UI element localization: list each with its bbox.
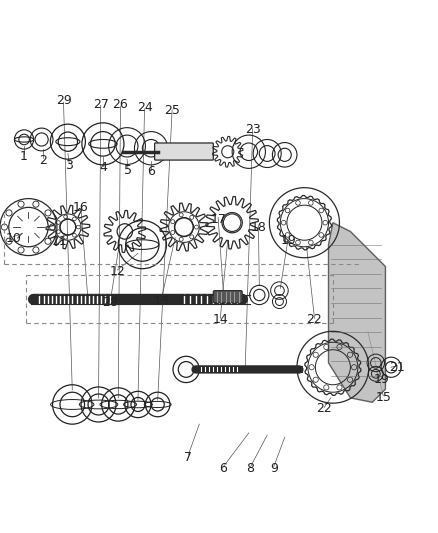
Text: 11: 11 [52, 236, 67, 248]
Text: 5: 5 [124, 164, 132, 176]
Text: 18: 18 [251, 221, 266, 233]
Text: 21: 21 [389, 361, 405, 374]
Text: 17: 17 [210, 213, 226, 225]
Text: 23: 23 [245, 123, 261, 136]
Text: 27: 27 [93, 98, 109, 111]
Text: 7: 7 [184, 450, 192, 464]
Text: 19: 19 [374, 373, 390, 386]
Text: 22: 22 [316, 402, 332, 415]
Text: 9: 9 [270, 462, 278, 475]
Text: 29: 29 [56, 94, 71, 108]
Text: 26: 26 [113, 99, 128, 111]
Text: 12: 12 [110, 265, 125, 278]
Text: 19: 19 [280, 233, 296, 247]
Text: 22: 22 [307, 313, 322, 326]
Text: 6: 6 [219, 462, 227, 475]
Text: 13: 13 [153, 295, 169, 308]
Text: 28: 28 [102, 296, 118, 309]
Text: 1: 1 [20, 150, 28, 164]
Text: 8: 8 [247, 462, 254, 475]
Text: 14: 14 [212, 313, 228, 326]
PathPatch shape [328, 223, 385, 402]
Text: 3: 3 [65, 159, 73, 172]
Text: 15: 15 [375, 391, 391, 405]
FancyBboxPatch shape [155, 143, 213, 160]
Text: 10: 10 [5, 232, 21, 245]
Text: 25: 25 [164, 104, 180, 117]
Text: 24: 24 [137, 101, 152, 115]
Text: 4: 4 [99, 161, 107, 174]
Text: 6: 6 [147, 165, 155, 179]
FancyBboxPatch shape [213, 290, 242, 303]
Text: 16: 16 [73, 201, 89, 214]
Text: 2: 2 [39, 154, 47, 167]
